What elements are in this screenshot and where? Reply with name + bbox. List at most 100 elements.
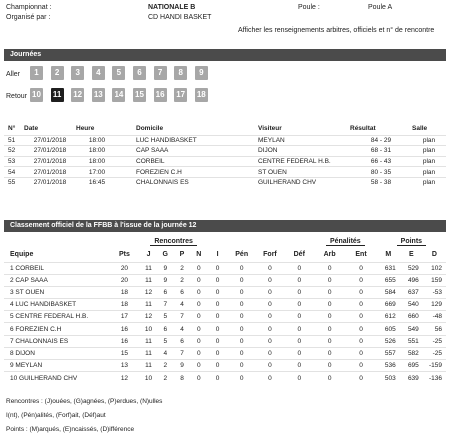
stat-pts: 16 <box>108 334 141 348</box>
stat-ent: 0 <box>345 346 377 360</box>
journee-button-8[interactable]: 8 <box>174 66 188 80</box>
ranking-title: Classement officiel de la FFBB à l'issue… <box>4 220 446 232</box>
stat-n: 0 <box>190 371 208 384</box>
game-venue-link[interactable]: plan <box>412 166 446 178</box>
stat-pen: 0 <box>228 334 256 348</box>
stat-m: 503 <box>376 371 400 384</box>
game-venue-link[interactable]: plan <box>412 145 446 157</box>
journee-button-6[interactable]: 6 <box>133 66 146 80</box>
journee-button-3[interactable]: 3 <box>71 66 85 80</box>
journee-button-11[interactable]: 11 <box>50 88 64 102</box>
stat-g: 5 <box>156 334 174 348</box>
stat-j: 10 <box>140 371 157 384</box>
competition-header: Championnat : NATIONALE B Organisé par :… <box>0 0 450 40</box>
journee-button-14[interactable]: 14 <box>112 88 126 102</box>
games-header-row: N° Date Heure Domicile Visiteur Résultat… <box>4 122 446 135</box>
officials-info-link[interactable]: Afficher les renseignements arbitres, of… <box>238 27 435 34</box>
stat-pen: 0 <box>228 310 256 323</box>
stat-pen: 0 <box>228 371 256 384</box>
stat-pts: 18 <box>108 285 141 299</box>
ranking-table: Rencontres Pénalités Points Equipe Pts J… <box>4 236 446 384</box>
team-rank-name: 7 CHALONNAIS ES <box>4 334 109 348</box>
game-result: 58 - 38 <box>350 176 412 188</box>
journee-button-7[interactable]: 7 <box>153 66 167 80</box>
journee-button-16[interactable]: 16 <box>153 88 167 102</box>
stat-arb: 0 <box>313 334 346 348</box>
journee-button-4[interactable]: 4 <box>91 66 105 80</box>
col-j: J <box>146 251 151 259</box>
poule-value: Poule A <box>368 4 393 11</box>
journee-button-13[interactable]: 13 <box>91 88 105 102</box>
stat-p: 6 <box>173 285 191 299</box>
journee-button-2[interactable]: 2 <box>50 66 64 80</box>
stat-i: 0 <box>207 310 229 323</box>
stat-n: 0 <box>190 346 208 360</box>
stat-e: 496 <box>399 273 423 287</box>
stat-arb: 0 <box>313 371 346 384</box>
journee-button-15[interactable]: 15 <box>133 88 146 102</box>
stat-i: 0 <box>207 334 229 348</box>
stat-m: 655 <box>376 273 400 287</box>
stat-p: 2 <box>173 273 191 287</box>
game-date: 27/01/2018 <box>24 176 76 188</box>
game-time: 18:00 <box>76 155 118 167</box>
stat-d: -159 <box>422 358 446 372</box>
stat-n: 0 <box>190 285 208 299</box>
stat-n: 0 <box>190 261 208 275</box>
stat-arb: 0 <box>313 358 346 372</box>
stat-i: 0 <box>207 261 229 275</box>
game-away: CENTRE FEDERAL H.B. <box>230 155 350 167</box>
col-domicile: Domicile <box>118 122 230 135</box>
journee-button-18[interactable]: 18 <box>194 88 208 102</box>
stat-def: 0 <box>284 358 314 372</box>
journee-button-1[interactable]: 1 <box>30 66 43 80</box>
game-venue-link[interactable]: plan <box>412 134 446 146</box>
journee-button-10[interactable]: 10 <box>30 88 43 102</box>
game-result: 80 - 35 <box>350 166 412 178</box>
game-home: CORBEIL <box>118 155 230 167</box>
stat-n: 0 <box>190 334 208 348</box>
game-venue-link[interactable]: plan <box>412 155 446 167</box>
ranking-group-row: Rencontres Pénalités Points <box>4 236 446 248</box>
stat-e: 540 <box>399 298 423 311</box>
col-equipe: Equipe <box>10 251 34 259</box>
poule-label: Poule : <box>298 4 320 11</box>
ranking-row: 7 CHALONNAIS ES 16 11 5 6 0 0 0 0 0 0 0 526 551 -25 <box>4 334 446 348</box>
retour-label: Retour <box>6 93 28 100</box>
game-away: DIJON <box>230 145 350 157</box>
stat-g: 6 <box>156 322 174 336</box>
team-rank-name: 8 DIJON <box>4 346 109 360</box>
col-n: N <box>196 251 202 259</box>
journee-button-5[interactable]: 5 <box>112 66 126 80</box>
team-rank-name: 9 MEYLAN <box>4 358 109 372</box>
game-time: 18:00 <box>76 145 118 157</box>
game-time: 17:00 <box>76 166 118 178</box>
game-home: CAP SAAA <box>118 145 230 157</box>
stat-g: 5 <box>156 310 174 323</box>
stat-forf: 0 <box>255 358 285 372</box>
stat-d: 56 <box>422 322 446 336</box>
stat-e: 660 <box>399 310 423 323</box>
journee-button-17[interactable]: 17 <box>174 88 188 102</box>
stat-j: 11 <box>140 358 157 372</box>
aller-label: Aller <box>6 71 21 78</box>
stat-p: 8 <box>173 371 191 384</box>
journee-button-12[interactable]: 12 <box>71 88 85 102</box>
stat-forf: 0 <box>255 322 285 336</box>
stat-forf: 0 <box>255 371 285 384</box>
stat-d: 159 <box>422 273 446 287</box>
game-venue-link[interactable]: plan <box>412 176 446 188</box>
team-rank-name: 10 GUILHERAND CHV <box>4 371 109 384</box>
stat-g: 2 <box>156 358 174 372</box>
stat-n: 0 <box>190 358 208 372</box>
col-d: D <box>431 251 437 259</box>
stat-d: -53 <box>422 285 446 299</box>
stat-ent: 0 <box>345 261 377 275</box>
game-away: ST OUEN <box>230 166 350 178</box>
stat-m: 536 <box>376 358 400 372</box>
game-time: 16:45 <box>76 176 118 188</box>
col-ent: Ent <box>355 251 367 259</box>
journee-button-9[interactable]: 9 <box>194 66 208 80</box>
ranking-row: 9 MEYLAN 13 11 2 9 0 0 0 0 0 0 0 536 695 -159 <box>4 358 446 372</box>
stat-def: 0 <box>284 334 314 348</box>
